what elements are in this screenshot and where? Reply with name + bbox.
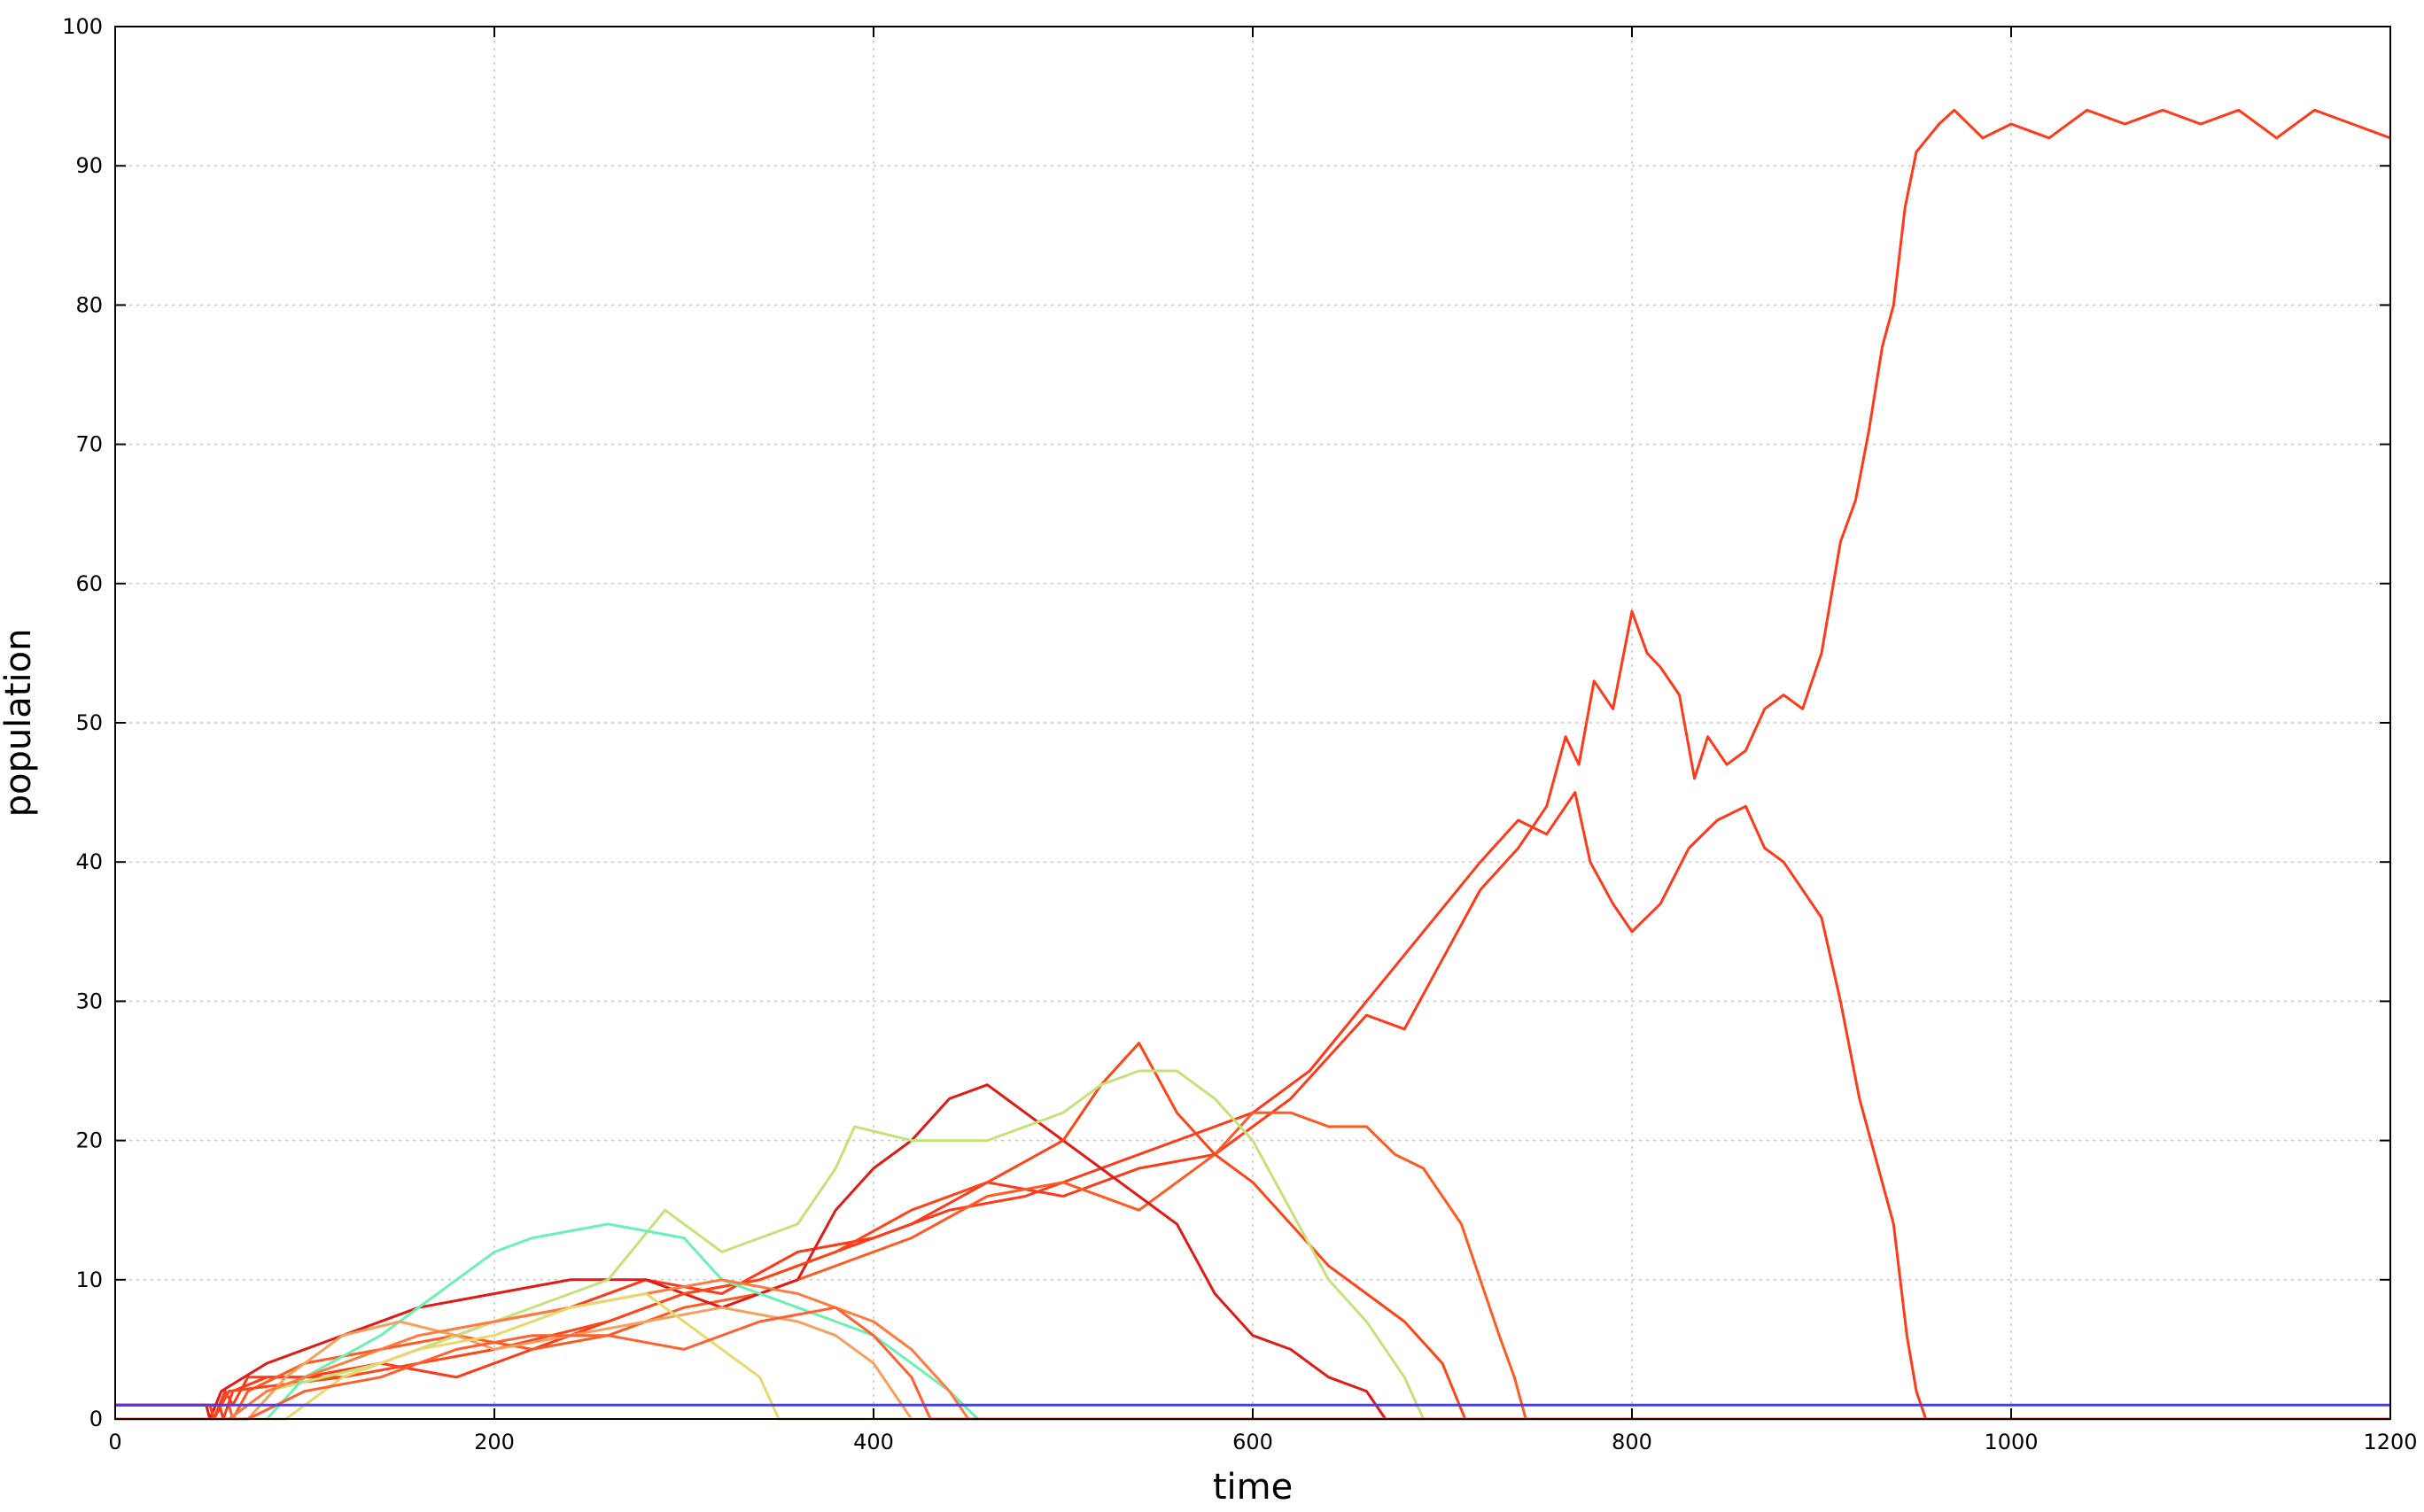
series-line-8 <box>115 1306 2390 1421</box>
y-tick-label: 70 <box>75 432 103 457</box>
x-tick-label: 200 <box>474 1430 515 1454</box>
y-tick-label: 0 <box>89 1407 103 1431</box>
series-line-10 <box>115 1292 2390 1421</box>
series-line-4 <box>115 1083 2390 1421</box>
y-tick-label: 20 <box>75 1128 103 1153</box>
series-line-7 <box>115 1222 2390 1421</box>
y-tick-label: 10 <box>75 1268 103 1292</box>
series-line-11 <box>115 1306 2390 1421</box>
series-group <box>115 108 2391 1421</box>
x-tick-label: 600 <box>1232 1430 1273 1454</box>
x-tick-label: 0 <box>108 1430 121 1454</box>
x-tick-label: 400 <box>853 1430 894 1454</box>
x-axis-title: time <box>1213 1467 1293 1508</box>
y-tick-label: 40 <box>75 849 103 874</box>
axes: 0 200 400 600 800 1000 1200 0 10 20 30 40 50 60 70 80 90… <box>62 14 2417 1454</box>
y-tick-label: 80 <box>75 292 103 317</box>
grid <box>115 27 2390 1419</box>
x-tick-label: 800 <box>1612 1430 1652 1454</box>
series-line-5 <box>115 1042 2390 1421</box>
y-tick-label: 100 <box>62 14 103 39</box>
x-tick-label: 1000 <box>1984 1430 2038 1454</box>
y-tick-label: 60 <box>75 571 103 596</box>
x-tick-label: 1200 <box>2363 1430 2417 1454</box>
y-tick-label: 90 <box>75 153 103 178</box>
series-line-3 <box>115 1111 2390 1421</box>
y-tick-label: 50 <box>75 710 103 735</box>
y-axis-title: population <box>0 629 39 818</box>
y-tick-label: 30 <box>75 989 103 1013</box>
